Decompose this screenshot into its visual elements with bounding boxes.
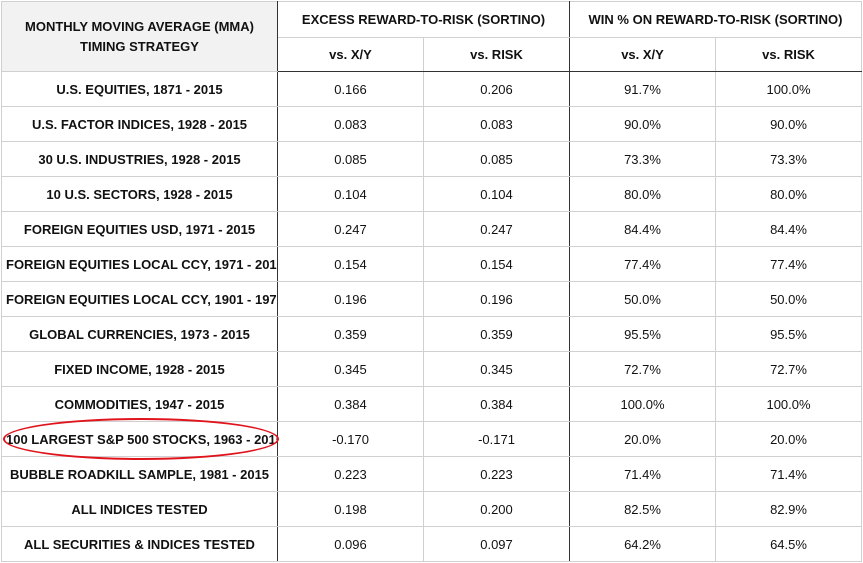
table-cell: 0.359	[277, 316, 424, 352]
table-cell: 0.198	[277, 491, 424, 527]
sub-header-xy-1: vs. X/Y	[277, 37, 424, 72]
table-cell: 84.4%	[569, 211, 717, 247]
table-cell: -0.171	[422, 421, 571, 457]
table-cell: 95.5%	[569, 316, 717, 352]
table-cell: 20.0%	[569, 421, 717, 457]
sub-header-risk-2: vs. RISK	[715, 37, 863, 72]
table-cell: 50.0%	[569, 281, 717, 317]
table-cell: 0.384	[422, 386, 571, 422]
table-row: U.S. FACTOR INDICES, 1928 - 2015 0.083 0.0…	[1, 106, 863, 142]
table-row: 30 U.S. INDUSTRIES, 1928 - 2015 0.085 0.08…	[1, 141, 863, 177]
table-row: FOREIGN EQUITIES LOCAL CCY, 1971 - 2015 0…	[1, 246, 863, 282]
table-cell: 100.0%	[715, 71, 863, 107]
table-cell: 0.196	[277, 281, 424, 317]
table-cell: 90.0%	[715, 106, 863, 142]
table-cell: 0.223	[277, 456, 424, 492]
table-cell: 0.154	[422, 246, 571, 282]
table-cell: 71.4%	[715, 456, 863, 492]
table-row: FOREIGN EQUITIES USD, 1971 - 2015 0.247 0.…	[1, 211, 863, 247]
table-cell: 77.4%	[715, 246, 863, 282]
group-header-win: WIN % ON REWARD-TO-RISK (SORTINO)	[569, 1, 863, 38]
table-row: COMMODITIES, 1947 - 2015 0.384 0.384 100.0%…	[1, 386, 863, 422]
table-cell: 80.0%	[715, 176, 863, 212]
row-label: COMMODITIES, 1947 - 2015	[1, 386, 278, 422]
table-cell: 0.384	[277, 386, 424, 422]
table-cell: 0.083	[422, 106, 571, 142]
row-label: ALL SECURITIES & INDICES TESTED	[1, 526, 278, 562]
table-cell: 82.9%	[715, 491, 863, 527]
corner-title: MONTHLY MOVING AVERAGE (MMA) TIMING STRA…	[1, 1, 278, 72]
row-label: 30 U.S. INDUSTRIES, 1928 - 2015	[1, 141, 278, 177]
table-cell: 84.4%	[715, 211, 863, 247]
row-label: GLOBAL CURRENCIES, 1973 - 2015	[1, 316, 278, 352]
table-cell: 0.097	[422, 526, 571, 562]
table-cell: 0.085	[422, 141, 571, 177]
row-label: U.S. FACTOR INDICES, 1928 - 2015	[1, 106, 278, 142]
table-cell: 82.5%	[569, 491, 717, 527]
row-label: 10 U.S. SECTORS, 1928 - 2015	[1, 176, 278, 212]
table-cell: 71.4%	[569, 456, 717, 492]
row-label: ALL INDICES TESTED	[1, 491, 278, 527]
table-cell: 0.247	[422, 211, 571, 247]
row-label: BUBBLE ROADKILL SAMPLE, 1981 - 2015	[1, 456, 278, 492]
table-cell: 0.359	[422, 316, 571, 352]
table-cell: 0.096	[277, 526, 424, 562]
table-row: ALL INDICES TESTED 0.198 0.200 82.5% 82.9%	[1, 491, 863, 527]
table-row: FOREIGN EQUITIES LOCAL CCY, 1901 - 1971 0…	[1, 281, 863, 317]
table-cell: 0.247	[277, 211, 424, 247]
table-cell: 50.0%	[715, 281, 863, 317]
table-cell: 73.3%	[715, 141, 863, 177]
table-cell: 64.5%	[715, 526, 863, 562]
table-row: 10 U.S. SECTORS, 1928 - 2015 0.104 0.104 80…	[1, 176, 863, 212]
row-label: FOREIGN EQUITIES LOCAL CCY, 1901 - 1971	[1, 281, 278, 317]
table-cell: 0.223	[422, 456, 571, 492]
table-cell: 0.104	[277, 176, 424, 212]
table-cell: 0.345	[277, 351, 424, 387]
table-cell: 0.154	[277, 246, 424, 282]
table-cell: 72.7%	[569, 351, 717, 387]
table-cell: 77.4%	[569, 246, 717, 282]
table-cell: 100.0%	[569, 386, 717, 422]
table-cell: 0.206	[422, 71, 571, 107]
sub-header-risk-1: vs. RISK	[422, 37, 571, 72]
table-cell: 0.083	[277, 106, 424, 142]
group-header-excess: EXCESS REWARD-TO-RISK (SORTINO)	[276, 1, 571, 38]
table-row: BUBBLE ROADKILL SAMPLE, 1981 - 2015 0.223…	[1, 456, 863, 492]
table-cell: 20.0%	[715, 421, 863, 457]
table-row: 100 LARGEST S&P 500 STOCKS, 1963 - 2015-…	[1, 421, 863, 457]
table-row: ALL SECURITIES & INDICES TESTED 0.096 0.09…	[1, 526, 863, 562]
table-cell: 95.5%	[715, 316, 863, 352]
table-cell: 64.2%	[569, 526, 717, 562]
row-label: FIXED INCOME, 1928 - 2015	[1, 351, 278, 387]
table-row: FIXED INCOME, 1928 - 2015 0.345 0.345 72.7%…	[1, 351, 863, 387]
table-cell: 0.196	[422, 281, 571, 317]
table-cell: 80.0%	[569, 176, 717, 212]
table-cell: 0.166	[277, 71, 424, 107]
table-cell: 91.7%	[569, 71, 717, 107]
table-row: GLOBAL CURRENCIES, 1973 - 2015 0.359 0.359…	[1, 316, 863, 352]
row-label: 100 LARGEST S&P 500 STOCKS, 1963 - 2015	[1, 421, 278, 457]
table-row: U.S. EQUITIES, 1871 - 2015 0.166 0.206 91.7…	[1, 71, 863, 107]
sub-header-xy-2: vs. X/Y	[569, 37, 717, 72]
table-cell: 0.345	[422, 351, 571, 387]
table-cell: -0.170	[277, 421, 424, 457]
table-cell: 72.7%	[715, 351, 863, 387]
table-cell: 0.085	[277, 141, 424, 177]
table-cell: 0.200	[422, 491, 571, 527]
table-cell: 90.0%	[569, 106, 717, 142]
row-label: FOREIGN EQUITIES LOCAL CCY, 1971 - 2015	[1, 246, 278, 282]
table-cell: 0.104	[422, 176, 571, 212]
table-cell: 73.3%	[569, 141, 717, 177]
table-cell: 100.0%	[715, 386, 863, 422]
row-label: U.S. EQUITIES, 1871 - 2015	[1, 71, 278, 107]
row-label: FOREIGN EQUITIES USD, 1971 - 2015	[1, 211, 278, 247]
